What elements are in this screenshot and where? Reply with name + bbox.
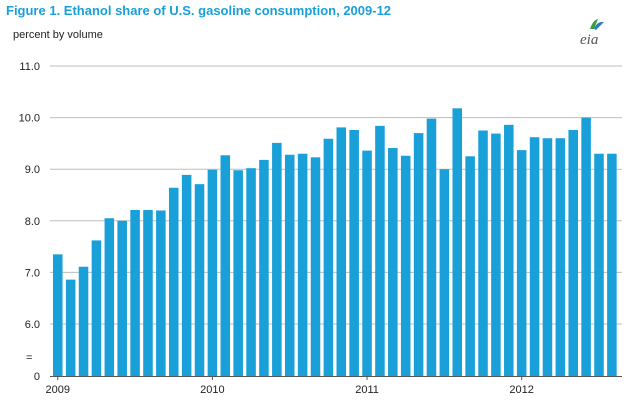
- bar: [272, 142, 282, 376]
- bar: [607, 153, 617, 376]
- bar: [529, 137, 540, 376]
- bar: [516, 150, 527, 376]
- y-axis-unit-label: percent by volume: [13, 29, 103, 41]
- eia-logo-icon: eia: [580, 19, 604, 48]
- bar: [246, 168, 256, 376]
- bar: [542, 138, 553, 376]
- bar: [284, 154, 295, 376]
- bar: [452, 108, 463, 376]
- bar: [194, 184, 205, 376]
- bar: [426, 118, 437, 376]
- bar: [439, 169, 450, 376]
- bar: [568, 129, 578, 376]
- bar: [297, 153, 308, 376]
- bar: [555, 138, 566, 376]
- chart-title: Figure 1. Ethanol share of U.S. gasoline…: [6, 3, 392, 18]
- y-tick-label: 10.0: [19, 113, 40, 125]
- bar: [156, 210, 166, 376]
- bar: [310, 157, 321, 376]
- x-tick-label: 2012: [509, 384, 533, 396]
- bar: [117, 220, 127, 376]
- bar: [336, 127, 347, 377]
- bar: [388, 148, 398, 376]
- y-tick-label: 11.0: [19, 61, 40, 73]
- gridlines: [50, 65, 622, 325]
- bar: [168, 187, 179, 376]
- bar: [375, 125, 385, 376]
- eia-logo-text: eia: [580, 32, 598, 48]
- y-tick-label: 8.0: [25, 216, 40, 228]
- y-tick-label: 9.0: [25, 164, 40, 176]
- bar: [581, 117, 591, 376]
- bar: [220, 155, 231, 376]
- bar: [78, 266, 89, 376]
- bar: [478, 130, 488, 376]
- bar: [504, 124, 514, 376]
- y-tick-label: 0: [34, 371, 40, 383]
- x-axis-tick-labels: 2009 2010 2011 2012: [46, 376, 534, 396]
- y-axis-tick-labels: 0 6.0 7.0 8.0 9.0 10.0 11.0: [19, 61, 40, 383]
- bar: [130, 209, 140, 376]
- bars: [53, 108, 617, 377]
- bar: [491, 133, 501, 376]
- bar: [143, 209, 153, 376]
- bar: [465, 156, 475, 376]
- bar: [413, 133, 424, 376]
- bar: [104, 218, 115, 376]
- bar: [181, 174, 192, 376]
- y-tick-label: 7.0: [25, 267, 40, 279]
- bar: [233, 170, 243, 376]
- bar: [53, 254, 63, 376]
- y-axis-break-mark: =: [26, 352, 32, 364]
- x-tick-label: 2011: [355, 384, 379, 396]
- bar: [91, 240, 102, 376]
- bar: [400, 155, 411, 376]
- bar: [362, 150, 372, 376]
- bar: [323, 138, 334, 376]
- bar: [594, 153, 604, 376]
- x-tick-label: 2010: [200, 384, 224, 396]
- bar: [65, 279, 76, 376]
- x-tick-label: 2009: [46, 384, 70, 396]
- bar: [207, 169, 218, 376]
- bar: [349, 129, 359, 376]
- bar: [259, 159, 269, 376]
- y-tick-label: 6.0: [25, 319, 40, 331]
